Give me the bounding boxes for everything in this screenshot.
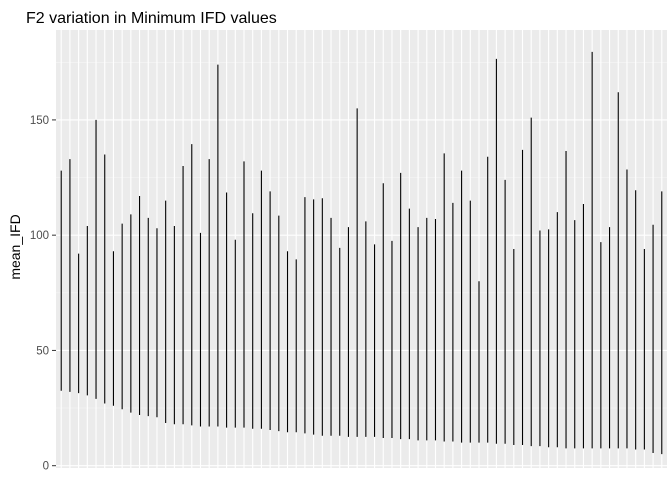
y-axis-ticks: 0 50 100 150 [30,115,56,473]
chart-title: F2 variation in Minimum IFD values [26,10,277,27]
y-tick-label: 0 [43,461,49,473]
y-tick-label: 50 [36,345,49,357]
y-axis-title: mean_IFD [7,214,23,279]
y-tick-label: 100 [30,230,49,242]
y-tick-label: 150 [30,115,49,127]
minor-gridlines [56,61,667,409]
range-lines [60,51,663,455]
plot-panel [56,30,667,468]
